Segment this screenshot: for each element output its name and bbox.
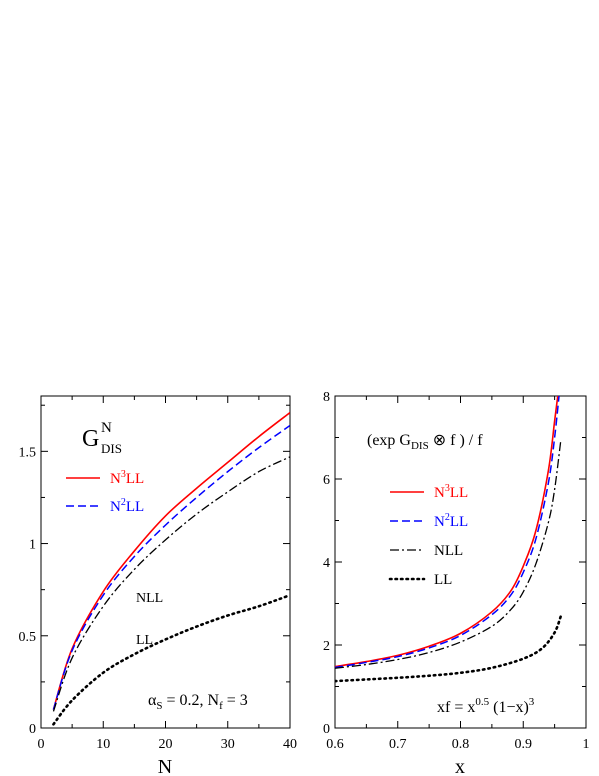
right-x-tick-label: 0.8	[452, 737, 470, 752]
left-y-tick-label: 0	[29, 722, 36, 737]
right-xf-annotation: xf = x0.5 (1−x)3	[437, 696, 535, 716]
left-series-line-n2ll	[52, 424, 290, 710]
right-series-line-n3ll	[335, 396, 559, 668]
right-y-tick-label: 8	[323, 390, 330, 405]
left-plot-frame	[40, 395, 291, 729]
left-ticks: 0 10 20 30 40 0 0.5 1 1.5	[19, 396, 297, 752]
right-y-tick-label: 2	[323, 639, 330, 654]
right-x-tick-label: 0.9	[515, 737, 533, 752]
right-x-axis-title: x	[455, 756, 465, 776]
right-legend-label: LL	[434, 572, 452, 588]
left-y-tick-label: 0.5	[19, 630, 37, 645]
left-x-tick-label: 40	[283, 737, 297, 752]
right-legend-label: N3LL	[434, 483, 468, 501]
right-legend-label: N2LL	[434, 512, 468, 530]
left-legend: N3LL N2LL	[66, 469, 144, 515]
left-x-axis-title: N	[158, 756, 172, 776]
left-series-line-nll	[52, 456, 290, 712]
left-x-tick-label: 10	[96, 737, 110, 752]
right-series	[335, 396, 563, 683]
right-x-tick-label: 1	[583, 737, 590, 752]
left-nll-label: NLL	[136, 591, 163, 606]
right-ticks: 0.6 0.7 0.8 0.9 1 0 2 4 6 8	[323, 390, 590, 752]
right-legend-label: NLL	[434, 543, 463, 559]
left-G-superscript: N	[101, 420, 112, 436]
left-x-tick-label: 0	[38, 737, 45, 752]
right-legend: N3LL N2LL NLL LL	[388, 483, 468, 588]
left-series-line-ll	[52, 593, 290, 726]
left-y-tick-label: 1.5	[19, 445, 37, 460]
right-y-tick-label: 0	[323, 722, 330, 737]
left-series	[52, 411, 290, 726]
left-G-subscript: DIS	[101, 441, 122, 456]
right-panel: 0.6 0.7 0.8 0.9 1 0 2 4 6 8 x (exp GDIS ⊗ f ) / f…	[323, 390, 590, 776]
left-params-annotation: αS = 0.2, Nf = 3	[148, 692, 248, 712]
right-y-tick-label: 6	[323, 473, 330, 488]
right-series-line-ll	[335, 614, 563, 683]
left-x-tick-label: 30	[221, 737, 235, 752]
left-x-tick-label: 20	[159, 737, 173, 752]
left-legend-label: N2LL	[110, 497, 144, 515]
left-panel: 0 10 20 30 40 0 0.5 1 1.5 N G N DIS N3LL N2LL NLL…	[19, 395, 297, 776]
right-series-line-nll	[335, 439, 562, 669]
left-ll-label: LL	[136, 633, 153, 648]
left-y-tick-label: 1	[29, 538, 36, 553]
right-y-tick-label: 4	[323, 556, 330, 571]
right-x-tick-label: 0.6	[326, 737, 344, 752]
left-G-label: G	[82, 426, 99, 452]
left-series-line-n3ll	[52, 411, 290, 710]
left-legend-label: N3LL	[110, 469, 144, 487]
right-series-line-n2ll	[335, 396, 560, 669]
right-formula-annotation: (exp GDIS ⊗ f ) / f	[367, 432, 483, 452]
right-x-tick-label: 0.7	[389, 737, 407, 752]
